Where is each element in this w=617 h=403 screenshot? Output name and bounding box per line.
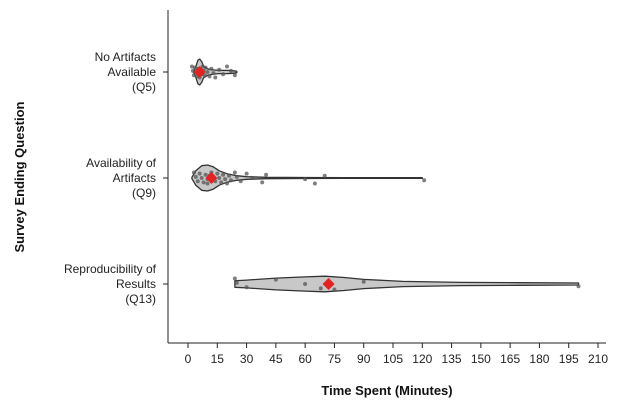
- data-point: [264, 172, 269, 177]
- data-point: [223, 177, 228, 182]
- x-tick-label: 105: [383, 352, 403, 366]
- data-point: [422, 178, 427, 183]
- violin-shape: [234, 275, 580, 293]
- data-point: [303, 282, 308, 286]
- y-category-label-line: No Artifacts: [95, 50, 156, 64]
- data-point: [192, 65, 197, 70]
- x-tick-label: 30: [240, 352, 254, 366]
- x-axis-title: Time Spent (Minutes): [321, 383, 452, 398]
- data-point: [234, 280, 239, 285]
- x-tick-label: 180: [529, 352, 549, 366]
- means-layer: [193, 66, 335, 290]
- data-point: [203, 65, 208, 70]
- y-category-label-line: Availability of: [86, 156, 156, 170]
- data-point: [244, 171, 249, 176]
- data-point: [229, 68, 233, 73]
- x-tick-label: 75: [328, 352, 342, 366]
- data-point: [200, 64, 205, 69]
- data-point: [205, 181, 210, 186]
- data-point: [202, 73, 207, 78]
- data-point: [250, 176, 255, 180]
- data-point: [221, 72, 226, 77]
- data-point: [225, 64, 229, 69]
- data-point: [221, 172, 226, 177]
- y-category-label-line: Reproducibility of: [64, 262, 157, 276]
- data-point: [232, 73, 237, 78]
- data-point: [234, 174, 239, 179]
- x-tick-label: 135: [442, 352, 462, 366]
- y-category-label-line: Available: [108, 65, 157, 79]
- data-point: [260, 180, 265, 185]
- x-tick-label: 45: [269, 352, 283, 366]
- x-tick-label: 210: [588, 352, 608, 366]
- data-point: [361, 279, 366, 284]
- data-point: [227, 173, 231, 178]
- violin-shape: [191, 164, 423, 192]
- x-tick-label: 0: [185, 352, 192, 366]
- data-point: [332, 287, 337, 292]
- mean-marker: [193, 66, 206, 78]
- data-point: [213, 75, 218, 80]
- x-tick-label: 15: [211, 352, 225, 366]
- x-tick-label: 165: [500, 352, 520, 366]
- violins-layer: [191, 58, 580, 293]
- data-point: [244, 285, 249, 290]
- data-point: [209, 66, 214, 71]
- data-point: [199, 176, 204, 180]
- data-point: [225, 181, 229, 186]
- x-tick-label: 90: [357, 352, 371, 366]
- data-point: [193, 174, 198, 179]
- violin-shape: [193, 58, 238, 86]
- data-point: [215, 171, 220, 176]
- data-point: [197, 171, 202, 176]
- y-category-label-line: (Q9): [132, 186, 156, 200]
- data-point: [312, 181, 317, 186]
- mean-marker: [322, 278, 335, 290]
- data-point: [219, 180, 224, 185]
- data-point: [191, 170, 196, 175]
- data-point: [576, 284, 581, 289]
- data-point: [195, 179, 200, 184]
- x-tick-label: 60: [298, 352, 312, 366]
- x-tick-label: 120: [412, 352, 432, 366]
- data-point: [318, 286, 323, 291]
- data-point: [232, 170, 237, 175]
- data-point: [217, 67, 222, 72]
- x-tick-label: 195: [559, 352, 579, 366]
- data-point: [303, 177, 308, 182]
- data-point: [229, 178, 233, 183]
- data-point: [211, 71, 216, 76]
- mean-marker: [205, 172, 218, 184]
- y-category-label-line: (Q5): [132, 80, 156, 94]
- axes: [167, 10, 606, 344]
- data-point: [322, 173, 327, 178]
- data-point: [232, 276, 237, 281]
- data-point: [205, 70, 210, 74]
- x-ticks: 0 15 30 45 60 75 90 105 120 135 150 165 180 195 210: [185, 343, 608, 366]
- y-category-label-line: (Q13): [125, 292, 156, 306]
- y-axis-title: Survey Ending Question: [12, 101, 27, 252]
- data-point: [203, 172, 208, 177]
- data-point: [238, 179, 243, 184]
- y-category-label-line: Artifacts: [113, 171, 156, 185]
- data-point: [217, 176, 222, 180]
- data-point: [273, 277, 278, 282]
- x-tick-label: 150: [471, 352, 491, 366]
- data-point: [207, 74, 212, 79]
- y-category-label-line: Results: [116, 277, 156, 291]
- data-point: [201, 180, 206, 185]
